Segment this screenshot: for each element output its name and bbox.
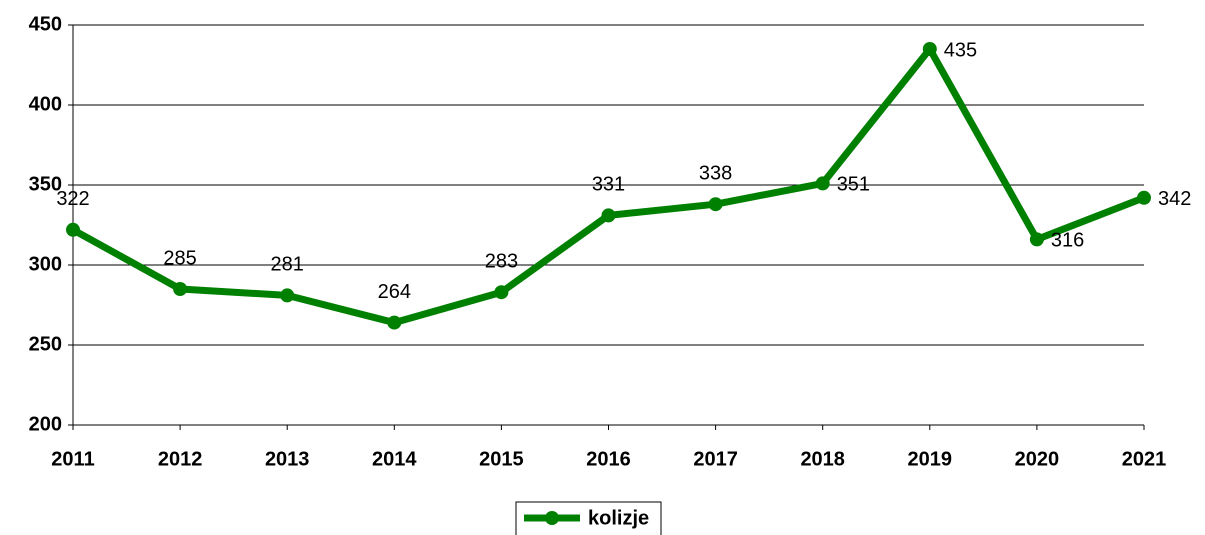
data-label: 316 (1051, 230, 1084, 252)
data-point (66, 222, 80, 237)
data-label: 264 (378, 281, 411, 303)
legend: kolizje (515, 501, 662, 535)
data-label: 322 (56, 188, 89, 210)
data-label: 285 (163, 247, 196, 269)
x-tick-label: 2020 (1015, 448, 1060, 470)
legend-label: kolizje (588, 507, 649, 529)
data-point (815, 176, 830, 191)
y-tick-label: 200 (29, 413, 62, 435)
x-tick-label: 2015 (479, 448, 524, 470)
data-label: 281 (271, 254, 304, 276)
data-point (173, 282, 188, 296)
data-point (601, 208, 616, 223)
y-tick-label: 450 (29, 13, 62, 35)
data-label: 351 (837, 174, 870, 196)
data-point (1029, 232, 1044, 247)
data-point (387, 315, 402, 330)
x-tick-label: 2014 (372, 448, 417, 470)
x-tick-label: 2013 (265, 448, 310, 470)
data-label: 283 (485, 250, 518, 272)
y-tick-label: 250 (29, 333, 62, 355)
y-tick-label: 300 (29, 253, 62, 275)
data-label: 342 (1158, 188, 1191, 210)
x-tick-label: 2012 (158, 448, 203, 470)
legend-marker (545, 511, 559, 525)
x-tick-label: 2011 (51, 448, 94, 470)
data-point (280, 288, 295, 303)
data-point (494, 285, 509, 300)
data-point (708, 197, 723, 212)
x-tick-label: 2019 (908, 448, 953, 470)
x-tick-label: 2016 (586, 448, 631, 470)
x-tick-label: 2021 (1122, 448, 1167, 470)
x-tick-label: 2017 (693, 448, 738, 470)
data-point (1137, 190, 1151, 205)
y-tick-label: 400 (29, 93, 62, 115)
y-tick-label: 350 (29, 173, 62, 195)
data-label: 338 (699, 162, 732, 184)
data-point (922, 42, 937, 56)
data-label: 331 (592, 174, 625, 196)
x-tick-label: 2018 (800, 448, 845, 470)
data-label: 435 (944, 39, 977, 61)
